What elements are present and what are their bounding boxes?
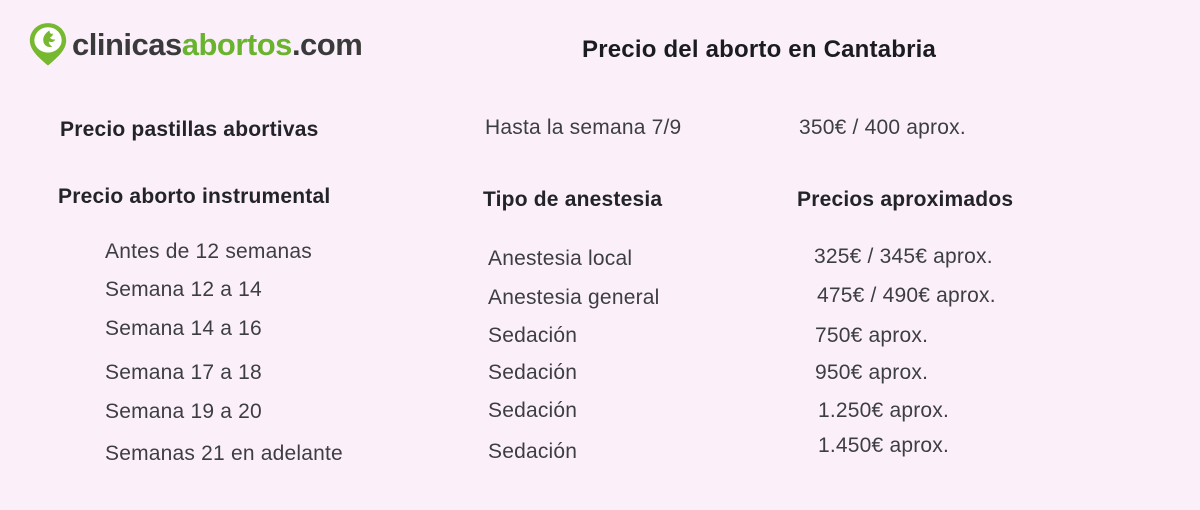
price-cell: 1.250€ aprox. [818, 399, 950, 422]
week-item: Antes de 12 semanas [105, 240, 312, 263]
price-column-header: Precios aproximados [797, 188, 1014, 211]
logo-part-clinicas: clinicas [72, 26, 182, 62]
instrumental-section-heading: Precio aborto instrumental [58, 185, 331, 208]
logo-part-com: .com [291, 26, 363, 62]
anesthesia-cell: Anestesia local [488, 247, 633, 270]
anesthesia-cell: Sedación [488, 399, 578, 422]
week-item: Semana 12 a 14 [105, 278, 262, 301]
anesthesia-cell: Anestesia general [488, 286, 660, 309]
anesthesia-cell: Sedación [488, 440, 578, 463]
anesthesia-cell: Sedación [488, 324, 578, 347]
anesthesia-column-header: Tipo de anestesia [483, 188, 663, 211]
pills-week-label: Hasta la semana 7/9 [485, 116, 682, 139]
week-item: Semana 19 a 20 [105, 400, 262, 423]
pills-price-value: 350€ / 400 aprox. [799, 116, 966, 139]
anesthesia-cell: Sedación [488, 361, 578, 384]
price-cell: 750€ aprox. [815, 324, 929, 347]
site-logo-text: clinicasabortos.com [72, 26, 363, 63]
logo-part-abortos: abortos [181, 26, 293, 62]
price-cell: 1.450€ aprox. [818, 434, 950, 457]
price-cell: 325€ / 345€ aprox. [814, 245, 993, 268]
location-pin-icon [28, 22, 68, 67]
week-item: Semana 17 a 18 [105, 361, 262, 384]
week-item: Semana 14 a 16 [105, 317, 262, 340]
site-logo: clinicasabortos.com [28, 22, 363, 67]
price-cell: 475€ / 490€ aprox. [817, 284, 996, 307]
price-cell: 950€ aprox. [815, 361, 929, 384]
page-title: Precio del aborto en Cantabria [582, 36, 937, 63]
week-item: Semanas 21 en adelante [105, 442, 343, 465]
pills-section-heading: Precio pastillas abortivas [60, 118, 319, 141]
